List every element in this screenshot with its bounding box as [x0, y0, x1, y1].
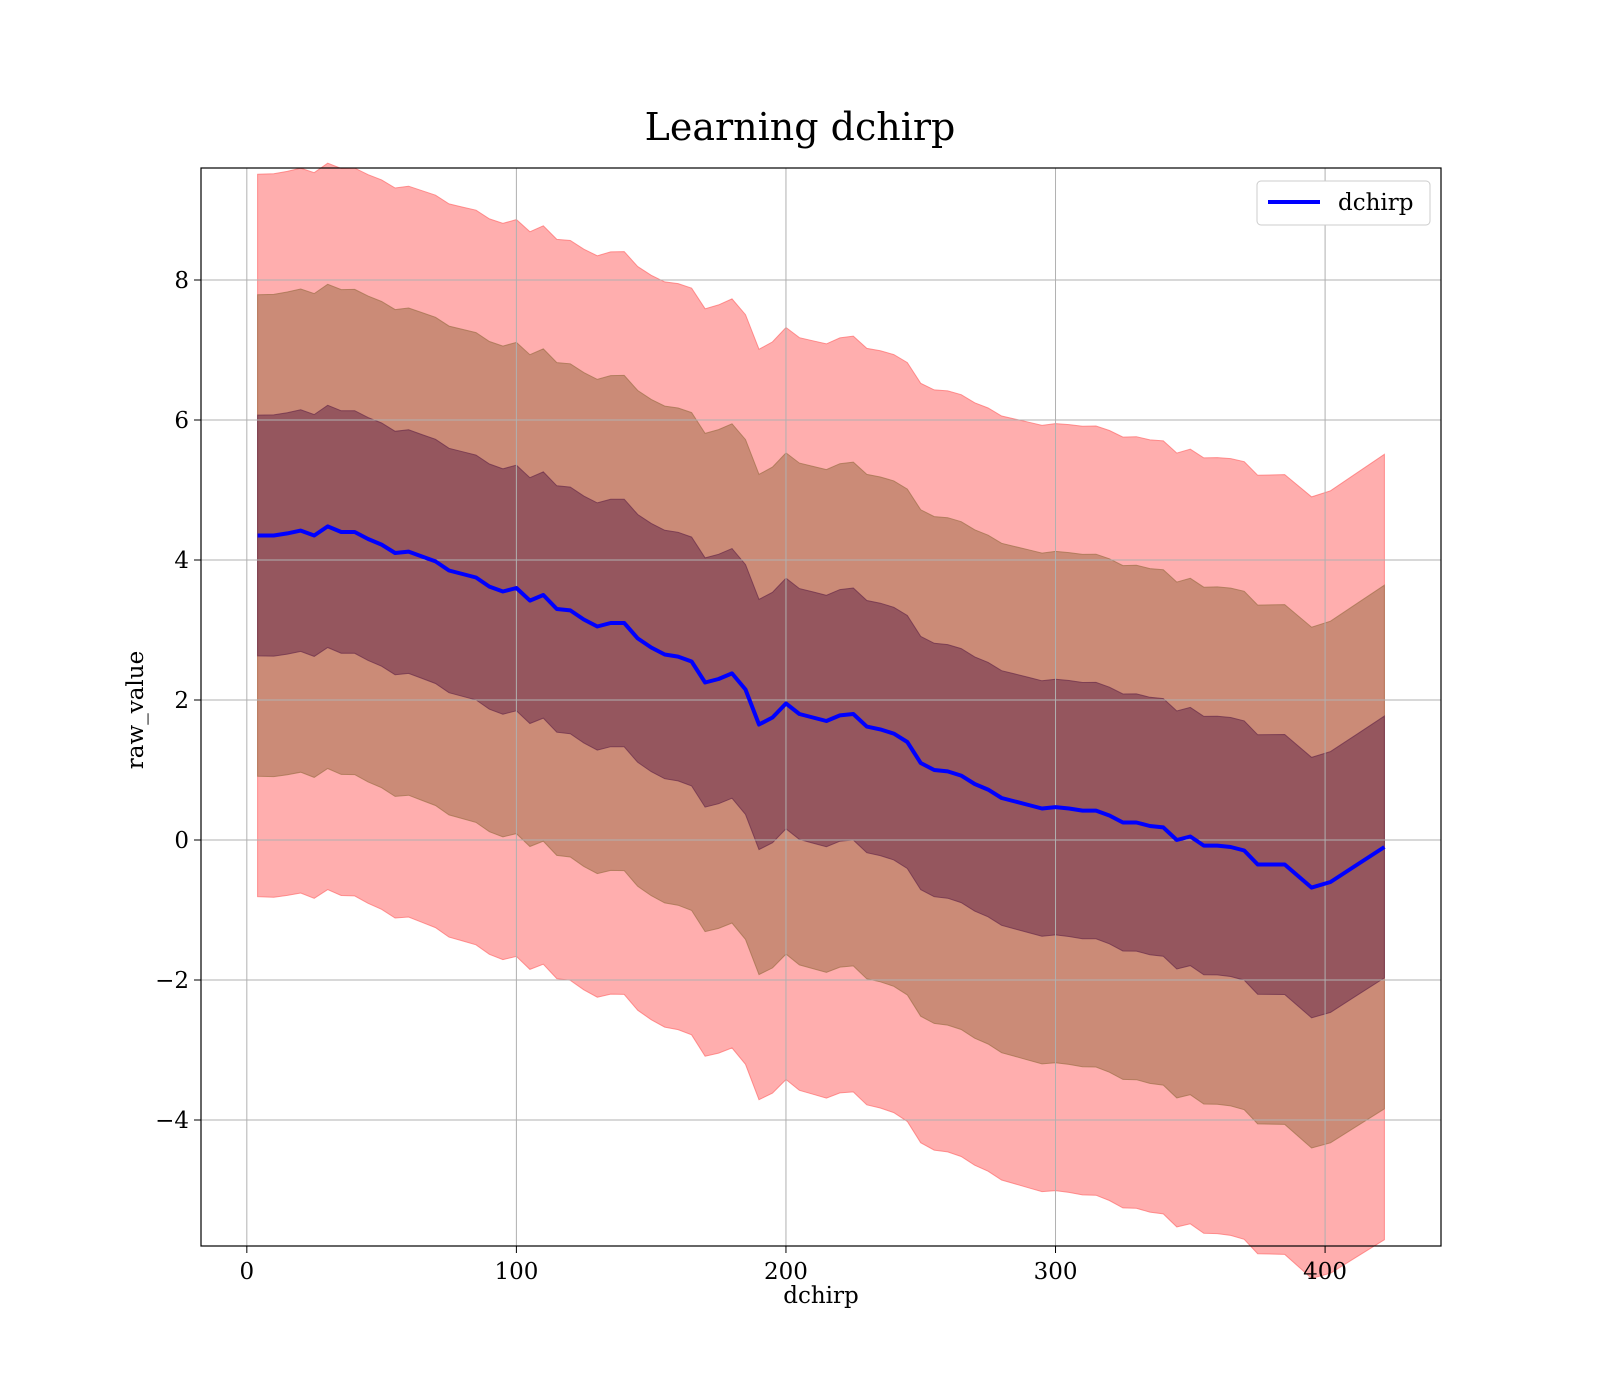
- chart-title: Learning dchirp: [645, 105, 956, 149]
- legend-box: [1256, 180, 1431, 226]
- series-line-layer: [257, 524, 1386, 890]
- band-inner-1sigma: [257, 404, 1385, 1019]
- y-tick-label--2: −2: [155, 968, 189, 994]
- y-tick-label-0: 0: [174, 828, 189, 854]
- x-tick-label-100: 100: [494, 1259, 538, 1285]
- series-line-dchirp: [257, 524, 1386, 890]
- y-tick-label--4: −4: [155, 1108, 189, 1134]
- y-tick-label-2: 2: [174, 688, 189, 714]
- x-tick-label-300: 300: [1034, 1259, 1078, 1285]
- legend-label-dchirp: dchirp: [1338, 190, 1414, 216]
- grid-lines: [201, 168, 1441, 1246]
- axis-ticks: 0 100 200 300 400 −4 −2 0 2 4 6 8: [155, 268, 1347, 1285]
- legend: dchirp: [1256, 180, 1431, 226]
- x-tick-label-0: 0: [240, 1259, 255, 1285]
- x-tick-label-400: 400: [1303, 1259, 1347, 1285]
- x-axis-label: dchirp: [783, 1283, 859, 1309]
- y-tick-label-4: 4: [174, 548, 189, 574]
- x-tick-label-200: 200: [764, 1259, 808, 1285]
- plot-frame: [200, 167, 1442, 1247]
- y-tick-label-8: 8: [174, 268, 189, 294]
- y-tick-label-6: 6: [174, 408, 189, 434]
- y-axis-label: raw_value: [123, 651, 149, 769]
